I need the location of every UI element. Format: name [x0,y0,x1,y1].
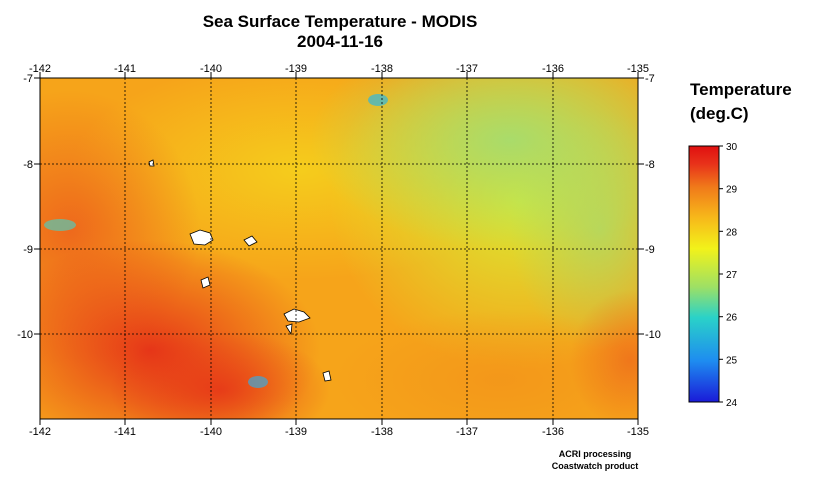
x-tick-bottom: -137 [456,426,478,438]
credit-product: Coastwatch product [551,461,639,471]
island [285,323,293,336]
x-tick-bottom: -138 [371,426,393,438]
colorbar-ticks [719,145,723,403]
y-tick-right: -9 [645,244,655,256]
colorbar-tick-label: 24 [726,398,738,409]
island [322,370,332,382]
colorbar-title: Temperature [690,80,792,99]
sst-cool-patch [248,376,268,388]
colorbar-tick-label: 30 [726,142,738,153]
sst-cool-patch [44,219,76,231]
x-tick-top: -135 [627,63,649,75]
colorbar-tick-label: 28 [726,227,738,238]
x-tick-top: -138 [371,63,393,75]
y-tick-left: -10 [17,329,33,341]
credit-processing: ACRI processing [558,449,632,459]
x-tick-bottom: -139 [285,426,307,438]
y-tick-right: -8 [645,159,655,171]
island [200,276,211,289]
island [283,308,311,323]
y-tick-left: -7 [23,73,33,85]
sst-far-southeast [570,290,638,419]
colorbar [688,145,720,403]
sst-southeast-region [330,310,638,419]
sst-south-central-region [110,330,330,419]
x-tick-top: -136 [542,63,564,75]
map-date: 2004-11-16 [296,32,384,51]
y-tick-left: -8 [23,159,33,171]
sst-northeast-region-2 [510,110,638,350]
island [189,229,214,246]
x-tick-bottom: -136 [542,426,564,438]
map-grid [40,78,638,419]
y-tick-right: -7 [645,73,655,85]
x-tick-top: -141 [114,63,136,75]
x-tick-top: -142 [29,63,51,75]
x-tick-top: -140 [200,63,222,75]
sst-cool-patch [368,94,388,106]
x-tick-bottom: -141 [114,426,136,438]
colorbar-tick-label: 26 [726,313,738,324]
y-tick-right: -10 [645,329,661,341]
islands [148,159,332,382]
axis-ticks [34,72,644,425]
x-tick-bottom: -140 [200,426,222,438]
x-tick-bottom: -142 [29,426,51,438]
colorbar-tick-label: 25 [726,355,738,366]
colorbar-tick-label: 27 [726,270,738,281]
colorbar-units: (deg.C) [690,104,749,123]
colorbar-tick-label: 29 [726,185,738,196]
x-tick-top: -139 [285,63,307,75]
sst-field [40,78,638,419]
map-title: Sea Surface Temperature - MODIS [202,12,478,31]
island [243,235,258,247]
x-tick-bottom: -135 [627,426,649,438]
island [148,159,155,167]
y-tick-left: -9 [23,244,33,256]
x-tick-top: -137 [456,63,478,75]
